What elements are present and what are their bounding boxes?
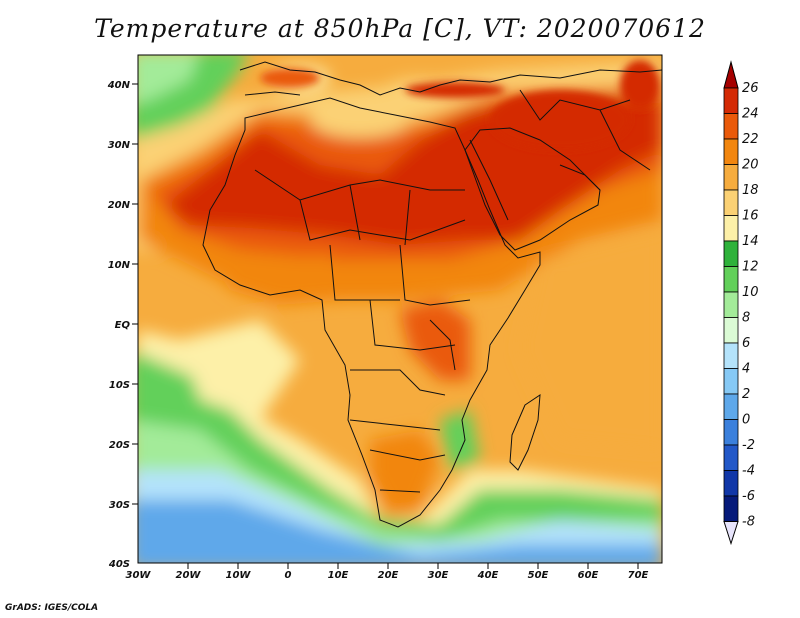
lat-label: 20N: [108, 200, 131, 211]
lon-axis: 30W 20W 10W 0 10E 20E 30E 40E 50E 60E 70…: [126, 563, 649, 581]
colorbar-swatch: [723, 368, 739, 395]
colorbar-label: 18: [742, 183, 759, 198]
colorbar-label: 12: [742, 260, 759, 275]
colorbar-label: -6: [742, 489, 755, 504]
lat-label: 40S: [108, 559, 130, 570]
colorbar-swatch: [723, 87, 739, 114]
colorbar-swatch: [723, 240, 739, 267]
colorbar-swatch: [723, 113, 739, 140]
temperature-field: [138, 55, 662, 563]
map-title: Temperature at 850hPa [C], VT: 202007061…: [94, 14, 706, 43]
lon-label: 30E: [428, 570, 449, 581]
lon-label: 20E: [378, 570, 399, 581]
lon-label: 40E: [477, 570, 499, 581]
colorbar-label: 24: [742, 107, 759, 122]
lon-label: 50E: [528, 570, 549, 581]
colorbar-swatch: [723, 164, 739, 191]
colorbar-label: 10: [742, 285, 759, 300]
lon-label: 10W: [226, 570, 252, 581]
colorbar-top-arrow: [723, 60, 739, 89]
colorbar-swatch: [723, 342, 739, 369]
lat-label: 30N: [108, 140, 131, 151]
colorbar-swatch: [723, 470, 739, 497]
lon-label: 0: [285, 570, 292, 581]
colorbar-label: 0: [742, 413, 750, 428]
colorbar-label: 6: [742, 336, 750, 351]
map-frame: [137, 54, 663, 564]
colorbar-label: -2: [742, 438, 755, 453]
lon-label: 70E: [628, 570, 649, 581]
colorbar-swatch: [723, 495, 739, 522]
grads-credit: GrADS: IGES/COLA: [5, 603, 99, 613]
lon-label: 10E: [328, 570, 349, 581]
colorbar-swatch: [723, 393, 739, 420]
colorbar-label: 4: [742, 362, 750, 377]
colorbar-label: 26: [742, 81, 759, 96]
lon-label: 20W: [176, 570, 202, 581]
colorbar-label: 22: [742, 132, 759, 147]
colorbar-swatch: [723, 444, 739, 471]
colorbar-label: 14: [742, 234, 759, 249]
colorbar-label: 16: [742, 209, 759, 224]
colorbar-label: 2: [742, 387, 750, 402]
lat-label: 30S: [109, 500, 130, 511]
colorbar-bottom-arrow: [723, 521, 739, 546]
colorbar-label: -8: [742, 515, 755, 530]
lon-label: 30W: [126, 570, 152, 581]
lat-label: 40N: [107, 80, 131, 91]
colorbar-swatch: [723, 266, 739, 293]
colorbar-swatch: [723, 317, 739, 344]
coastlines: [202, 61, 662, 528]
colorbar-swatch: [723, 215, 739, 242]
colorbar-label: -4: [742, 464, 755, 479]
colorbar-swatch: [723, 189, 739, 216]
colorbar-label: 20: [742, 158, 759, 173]
lat-label: 10S: [109, 380, 130, 391]
colorbar-swatch: [723, 419, 739, 446]
colorbar-swatch: [723, 138, 739, 165]
colorbar-label: 8: [742, 311, 750, 326]
lat-label: 20S: [109, 440, 130, 451]
lat-axis: 40N 30N 20N 10N EQ 10S 20S 30S 40S: [107, 80, 138, 570]
lat-label: 10N: [108, 260, 131, 271]
lat-label: EQ: [115, 320, 131, 331]
colorbar-swatch: [723, 291, 739, 318]
lon-label: 60E: [578, 570, 599, 581]
